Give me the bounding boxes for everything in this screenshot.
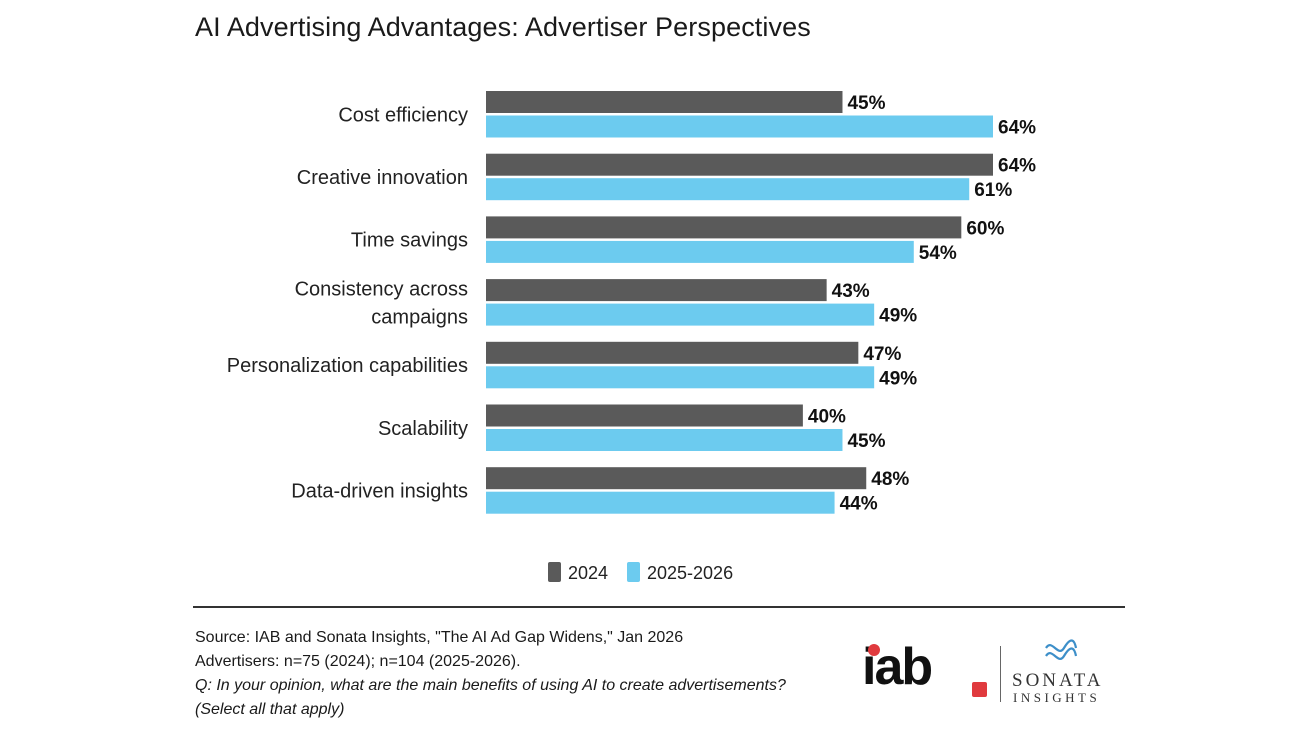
- legend-swatch: [548, 562, 561, 582]
- sonata-wave-icon: [1045, 639, 1078, 660]
- category-label: Time savings: [351, 230, 468, 252]
- iab-logo: iab: [862, 638, 933, 696]
- question-line: Q: In your opinion, what are the main be…: [195, 677, 786, 718]
- bar-series1: [486, 91, 843, 113]
- logo-divider: [1000, 646, 1001, 702]
- category-label: Consistency across: [295, 278, 468, 300]
- data-label: 64%: [998, 118, 1036, 139]
- data-label: 49%: [879, 368, 917, 389]
- source-line: Source: IAB and Sonata Insights, "The AI…: [195, 629, 684, 646]
- data-label: 44%: [840, 494, 878, 515]
- bar-series2: [486, 429, 843, 451]
- data-label: 54%: [919, 243, 957, 264]
- data-label: 43%: [832, 281, 870, 302]
- sonata-subword: INSIGHTS: [1013, 690, 1101, 705]
- chart-title: AI Advertising Advantages: Advertiser Pe…: [195, 12, 811, 42]
- data-label: 45%: [847, 431, 885, 452]
- category-label: Cost efficiency: [338, 104, 468, 126]
- bar-series1: [486, 279, 827, 302]
- data-label: 45%: [847, 93, 885, 114]
- category-label: campaigns: [371, 306, 468, 328]
- bar-chart: Cost efficiency 45% 64% Creative innovation…: [227, 91, 1036, 583]
- sample-line: Advertisers: n=75 (2024); n=104 (2025-20…: [195, 653, 521, 670]
- bar-series2: [486, 240, 914, 263]
- logos: iab SONATA INSIGHTS: [862, 630, 1132, 710]
- legend-swatch: [627, 562, 640, 582]
- data-label: 48%: [871, 469, 909, 490]
- bar-series2: [486, 366, 875, 389]
- bar-series2: [486, 491, 835, 514]
- bar-series1: [486, 341, 859, 364]
- footer-divider: [193, 606, 1125, 608]
- data-label: 47%: [863, 344, 901, 365]
- data-label: 60%: [966, 218, 1004, 239]
- iab-logo-dot-i: [868, 644, 880, 656]
- bar-series1: [486, 216, 962, 239]
- sonata-wordmark: SONATA: [1012, 670, 1104, 691]
- category-label: Data-driven insights: [291, 480, 468, 502]
- data-label: 40%: [808, 407, 846, 428]
- bar-series2: [486, 115, 993, 138]
- bar-series2: [486, 178, 970, 201]
- data-label: 61%: [974, 180, 1012, 201]
- bar-series1: [486, 467, 867, 490]
- data-label: 64%: [998, 156, 1036, 177]
- iab-logo-period: [972, 682, 987, 697]
- category-label: Scalability: [378, 418, 468, 440]
- category-label: Creative innovation: [297, 167, 468, 189]
- bar-series1: [486, 404, 803, 427]
- bar-series2: [486, 303, 875, 326]
- data-label: 49%: [879, 306, 917, 327]
- bar-series1: [486, 153, 993, 176]
- category-label: Personalization capabilities: [227, 355, 468, 377]
- legend-label: 2025-2026: [647, 563, 733, 583]
- source-note: Source: IAB and Sonata Insights, "The AI…: [195, 626, 795, 722]
- legend-label: 2024: [568, 563, 608, 583]
